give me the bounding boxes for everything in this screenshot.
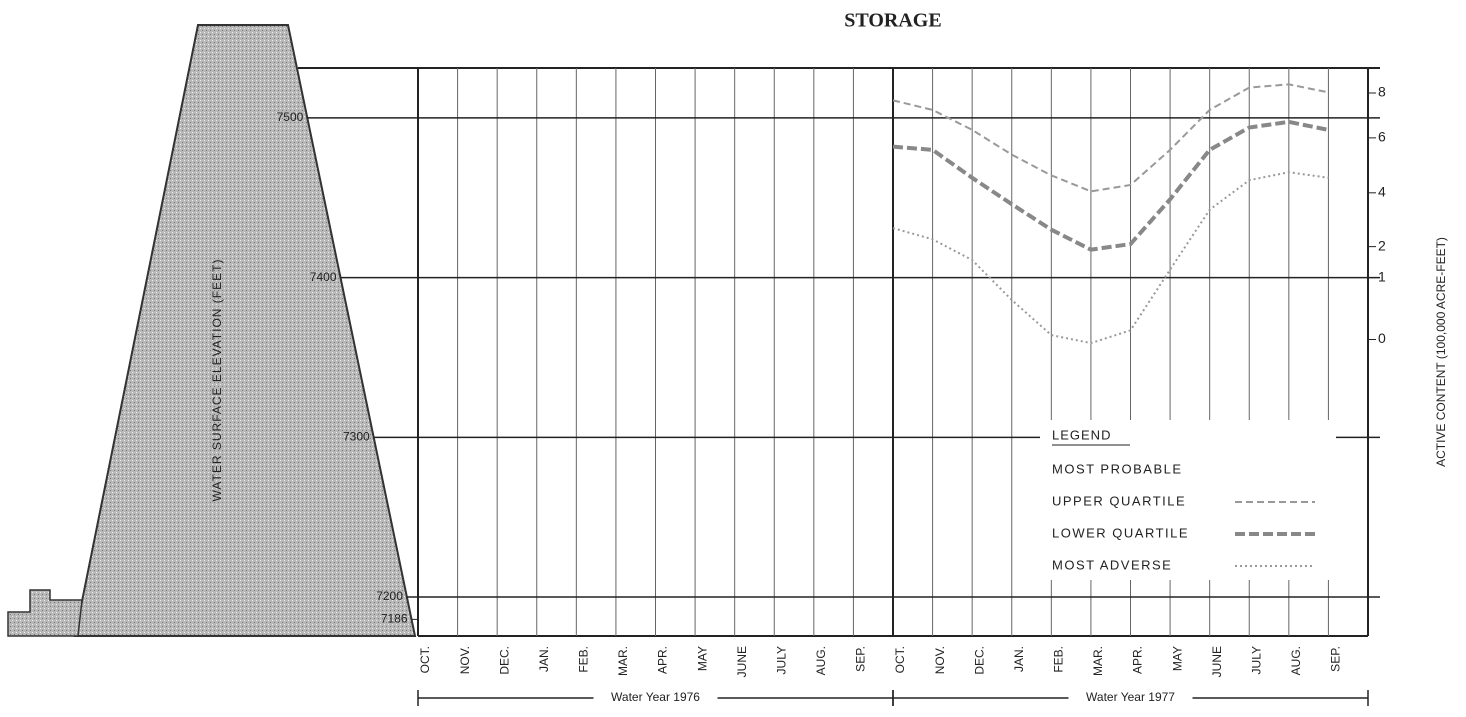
spillway [8,590,82,636]
y2-tick-label: 4 [1378,184,1386,200]
x-tick-label: APR. [656,646,670,674]
x-tick-label: OCT. [893,646,907,673]
y2-tick-label: 6 [1378,129,1386,145]
x-tick-label: MAR. [616,646,630,676]
x-tick-label: FEB. [577,646,591,673]
x-tick-label: SEP. [854,646,868,672]
chart-title: STORAGE [844,10,941,32]
dam [75,25,415,636]
x-tick-label: JAN. [1012,646,1026,672]
x-tick-label: NOV. [933,646,947,674]
x-tick-label: AUG. [1289,646,1303,675]
x-tick-label: APR. [1131,646,1145,674]
x-tick-label: AUG. [814,646,828,675]
x-tick-label: JUNE [735,646,749,677]
legend-label: MOST PROBABLE [1052,461,1183,476]
y-tick-label: 7300 [343,429,370,443]
x-tick-label: JULY [1249,646,1263,674]
x-tick-label: MAR. [1091,646,1105,676]
y2-tick-label: 8 [1378,84,1386,100]
legend-label: UPPER QUARTILE [1052,493,1186,508]
x-tick-label: MAY [1170,646,1184,671]
y-tick-label: 7500 [277,110,304,124]
x-tick-label: DEC. [972,646,986,675]
y2-axis-label: ACTIVE CONTENT (100,000 ACRE-FEET) [1434,237,1448,467]
x-tick-label: JULY [774,646,788,674]
x-tick-label: MAY [695,646,709,671]
series-line [893,84,1328,191]
y2-tick-label: 1 [1378,268,1386,284]
series-line [893,172,1328,343]
period-label: Water Year 1976 [611,690,700,704]
x-tick-label: JAN. [537,646,551,672]
x-tick-label: OCT. [418,646,432,673]
y2-tick-label: 0 [1378,330,1386,346]
legend-title: LEGEND [1052,427,1111,442]
x-tick-label: JUNE [1210,646,1224,677]
period-label: Water Year 1977 [1086,690,1175,704]
y-tick-label: 7400 [310,270,337,284]
chart: WATER SURFACE ELEVATION (FEET) STORAGE A… [0,0,1466,712]
legend-label: LOWER QUARTILE [1052,525,1189,540]
y2-tick-label: 2 [1378,237,1386,253]
y-axis-label: WATER SURFACE ELEVATION (FEET) [210,259,224,502]
x-tick-label: FEB. [1052,646,1066,673]
x-tick-label: DEC. [497,646,511,675]
series-line [893,122,1328,250]
x-tick-label: NOV. [458,646,472,674]
y-tick-label: 7186 [381,612,408,626]
x-tick-label: SEP. [1329,646,1343,672]
legend-label: MOST ADVERSE [1052,557,1172,572]
y-tick-label: 7200 [376,589,403,603]
